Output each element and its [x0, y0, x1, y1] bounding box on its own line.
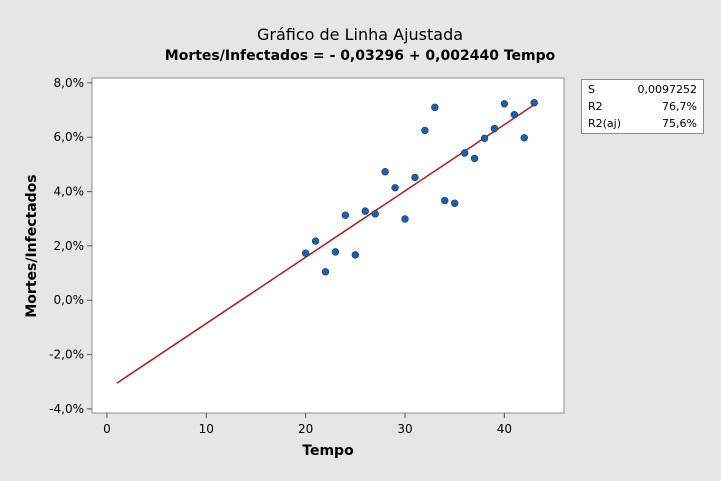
y-tick-label: 2,0%	[54, 239, 85, 253]
data-point	[470, 154, 479, 163]
x-tick-label: 20	[298, 422, 313, 436]
y-tick-label: 0,0%	[54, 293, 85, 307]
data-point	[421, 126, 429, 135]
data-point	[490, 124, 499, 133]
data-point	[301, 249, 310, 257]
x-axis-label: Tempo	[302, 443, 354, 459]
data-point	[401, 215, 409, 223]
chart-subtitle: Mortes/Infectados = - 0,03296 + 0,002440…	[165, 48, 556, 64]
stats-row-r2-adj: R2(aj) 75,6%	[582, 115, 703, 132]
data-point	[450, 199, 459, 207]
stats-row-s: S 0,0097252	[582, 81, 703, 98]
y-tick-label: -4,0%	[49, 402, 84, 416]
x-tick-label: 10	[199, 422, 214, 436]
data-point	[431, 103, 439, 112]
stats-value: 76,7%	[662, 100, 697, 113]
chart-title: Gráfico de Linha Ajustada	[257, 25, 463, 44]
y-axis: -4,0% -2,0% 0,0% 2,0% 4,0% 6,0% 8,0%	[49, 76, 92, 416]
plot-area	[91, 77, 565, 414]
data-point	[341, 211, 350, 219]
data-point	[510, 110, 519, 119]
data-point	[411, 173, 419, 182]
stats-label: R2	[588, 100, 603, 113]
data-point	[530, 99, 538, 107]
x-axis: 0 10 20 30 40	[103, 413, 512, 436]
x-tick-label: 0	[103, 422, 111, 436]
data-point	[460, 149, 469, 157]
stats-value: 75,6%	[662, 117, 697, 130]
x-tick-label: 30	[397, 422, 412, 436]
data-point	[311, 237, 320, 245]
data-point	[391, 184, 399, 192]
y-axis-label: Mortes/Infectados	[24, 174, 40, 317]
y-tick-label: 6,0%	[54, 130, 85, 144]
data-point	[351, 251, 360, 259]
y-tick-label: -2,0%	[49, 348, 84, 362]
data-point	[441, 196, 449, 205]
x-tick-label: 40	[497, 422, 512, 436]
data-point	[331, 248, 340, 256]
y-tick-label: 4,0%	[54, 185, 85, 199]
data-point	[500, 100, 509, 108]
data-point	[520, 134, 528, 142]
data-point	[321, 268, 330, 276]
data-point	[480, 134, 489, 143]
data-point	[371, 210, 379, 218]
y-tick-label: 8,0%	[54, 76, 85, 90]
stats-label: R2(aj)	[588, 117, 622, 130]
stats-value: 0,0097252	[637, 83, 698, 96]
model-summary-box: S 0,0097252 R2 76,7% R2(aj) 75,6%	[581, 79, 704, 134]
data-point	[361, 207, 369, 215]
stats-row-r2: R2 76,7%	[582, 98, 703, 115]
stats-label: S	[588, 83, 595, 96]
points-layer	[301, 99, 538, 276]
data-point	[381, 168, 389, 176]
